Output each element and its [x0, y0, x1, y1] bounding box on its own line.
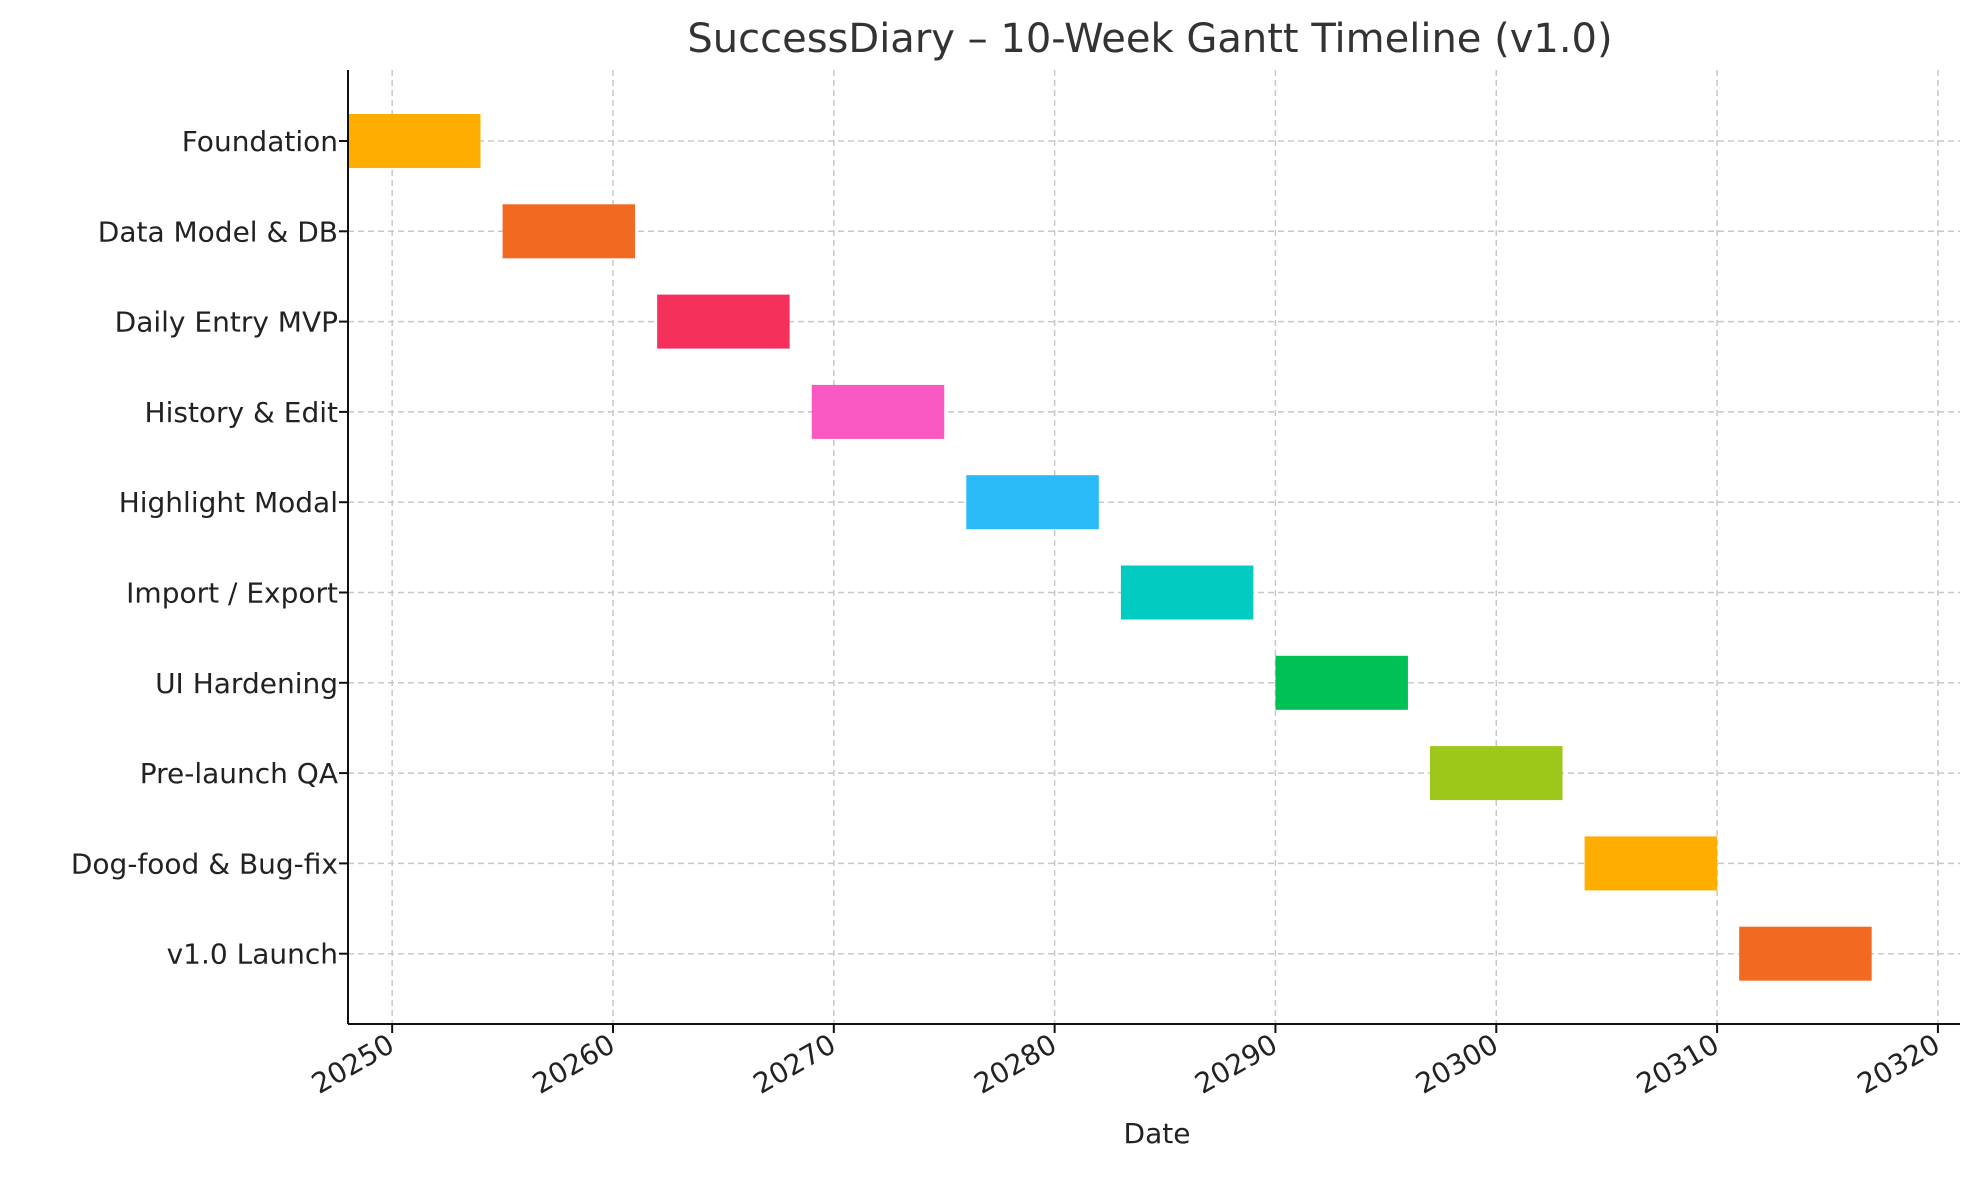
x-tick-label: 20290 [1189, 1027, 1283, 1100]
x-tick-label: 20260 [527, 1027, 621, 1100]
gantt-bar-5 [966, 475, 1099, 530]
x-tick-label: 20320 [1852, 1027, 1946, 1100]
y-tick-label: Highlight Modal [119, 486, 338, 519]
gantt-bar-8 [1430, 746, 1563, 801]
x-tick-label: 20250 [306, 1027, 400, 1100]
y-tick-label: Daily Entry MVP [115, 306, 338, 339]
gantt-bar-1 [348, 114, 481, 168]
chart-title: SuccessDiary – 10-Week Gantt Timeline (v… [687, 16, 1612, 62]
x-axis-label: Date [1124, 1117, 1191, 1150]
gantt-bar-4 [811, 384, 945, 439]
gantt-bar-9 [1584, 836, 1718, 891]
x-tick-label: 20280 [968, 1027, 1062, 1100]
y-tick-label: Data Model & DB [98, 215, 338, 248]
y-tick-label: Import / Export [126, 577, 338, 610]
bar-layer [348, 114, 1872, 981]
y-tick-label: Dog-food & Bug-fix [71, 847, 338, 880]
y-tick-label: v1.0 Launch [167, 938, 338, 971]
x-tick-label: 20300 [1410, 1027, 1504, 1100]
x-tick-label: 20270 [748, 1027, 842, 1100]
y-tick-label: Foundation [182, 125, 338, 158]
gantt-bar-6 [1120, 565, 1254, 620]
y-tick-label: UI Hardening [155, 667, 338, 700]
gantt-bar-3 [657, 294, 790, 349]
x-tick-label: 20310 [1631, 1027, 1725, 1100]
y-tick-label: Pre-launch QA [140, 757, 338, 790]
y-tick-label: History & Edit [145, 396, 338, 429]
gantt-bar-7 [1275, 655, 1408, 710]
gantt-bar-10 [1739, 926, 1872, 981]
axis-layer: 20250 20260 20270 20280 20290 20300 20310 20320… [71, 70, 1960, 1101]
gantt-bar-2 [502, 204, 636, 259]
